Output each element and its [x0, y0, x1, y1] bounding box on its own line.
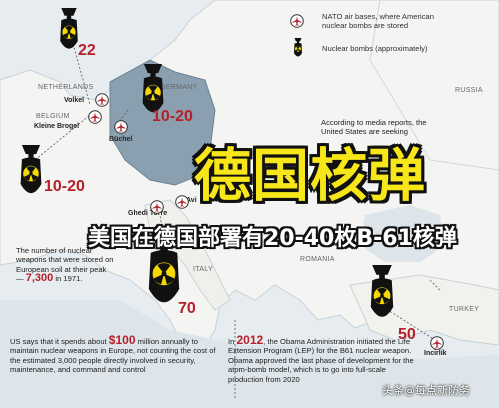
base-aviano: Avi	[186, 197, 197, 204]
peak-year: in 1971.	[55, 274, 83, 284]
base-buchel: Büchel	[109, 136, 133, 143]
spend-note: US says that it spends about $100 millio…	[10, 333, 220, 375]
nato-base-incirlik-icon	[430, 336, 444, 355]
nato-base-ghedi-icon	[150, 200, 164, 219]
spend-value: $100	[108, 333, 136, 347]
mediterranean-sea	[0, 300, 499, 408]
country-germany: GERMANY	[160, 84, 198, 91]
bomb-italy-icon	[145, 232, 183, 317]
media-report-note: According to media reports, the United S…	[321, 118, 427, 137]
nato-base-kleine-brogel-icon	[88, 110, 102, 129]
base-volkel: Volkel	[64, 97, 85, 104]
obama-prefix: In	[228, 337, 235, 346]
legend-bomb-icon	[293, 38, 303, 64]
country-netherlands: NETHERLANDS	[38, 84, 94, 91]
nato-base-legend-icon	[290, 14, 304, 28]
overlay-title: 德国核弹	[194, 143, 426, 209]
country-turkey: TURKEY	[449, 306, 480, 313]
germany-shape	[109, 59, 216, 186]
legend-nuclear-bombs: Nuclear bombs (approximately)	[322, 44, 428, 53]
count-turkey: 50	[398, 326, 416, 343]
base-kleine-brogel: Kleine Brogel	[34, 123, 80, 130]
peak-value: 7,300	[25, 272, 54, 285]
country-romania: ROMANIA	[300, 256, 335, 263]
count-italy: 70	[178, 300, 196, 317]
overlay-subtitle: 美国在德国部署有20-40枚B-61核弹	[88, 226, 457, 251]
bomb-belgium-icon	[18, 145, 44, 205]
count-netherlands: 22	[78, 42, 96, 59]
legend-nato-bases: NATO air bases, where American nuclear b…	[322, 12, 434, 31]
base-incirlik: Incirlik	[424, 350, 447, 357]
nato-base-volkel-icon	[95, 93, 109, 112]
peak-note: The number of nuclear weapons that were …	[16, 246, 116, 284]
country-russia: RUSSIA	[455, 87, 483, 94]
nato-base-buchel-icon	[114, 120, 128, 139]
count-germany: 10-20	[152, 108, 193, 125]
spend-prefix: US says that it spends about	[10, 337, 107, 346]
watermark-text: 头条@每点新防务	[382, 384, 470, 397]
nato-base-aviano-icon	[175, 195, 189, 214]
count-belgium: 10-20	[44, 178, 85, 195]
country-belgium: BELGIUM	[36, 113, 70, 120]
spend-suffix: million annually to maintain nuclear wea…	[10, 337, 216, 375]
bomb-turkey-icon	[368, 265, 396, 329]
obama-year: 2012	[236, 333, 264, 347]
bomb-germany-icon	[140, 64, 166, 124]
obama-text: , the Obama Administration initiated the…	[228, 337, 414, 384]
peak-text: The number of nuclear weapons that were …	[16, 246, 114, 284]
bomb-netherlands-icon	[58, 8, 80, 59]
obama-note: In 2012, the Obama Administration initia…	[228, 333, 414, 384]
base-ghedi-torre: Ghedi Torre	[128, 210, 168, 217]
country-italy: ITALY	[193, 266, 213, 273]
black-sea	[360, 205, 445, 262]
